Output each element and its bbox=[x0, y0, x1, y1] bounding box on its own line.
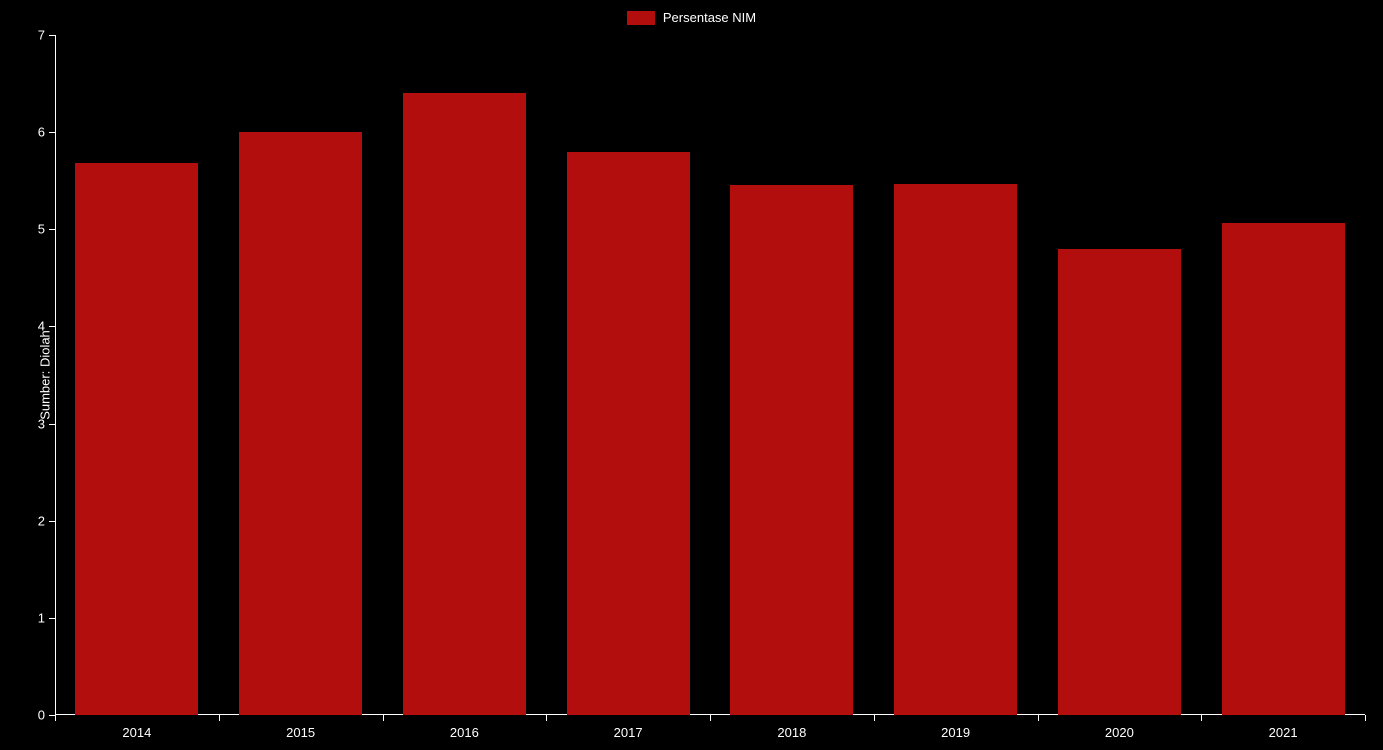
bar bbox=[403, 93, 526, 715]
bar bbox=[75, 163, 198, 715]
x-tick bbox=[1038, 715, 1039, 721]
x-tick bbox=[383, 715, 384, 721]
chart-container: Persentase NIM Sumber: Diolah 0123456720… bbox=[0, 0, 1383, 750]
x-tick-label: 2018 bbox=[777, 725, 806, 740]
legend-swatch bbox=[627, 11, 655, 25]
bar bbox=[567, 152, 690, 715]
y-tick-label: 4 bbox=[38, 319, 45, 334]
y-tick bbox=[49, 424, 55, 425]
bar bbox=[239, 132, 362, 715]
y-tick bbox=[49, 618, 55, 619]
y-tick-label: 0 bbox=[38, 708, 45, 723]
y-tick bbox=[49, 229, 55, 230]
x-tick bbox=[1365, 715, 1366, 721]
x-tick-label: 2014 bbox=[122, 725, 151, 740]
x-tick bbox=[874, 715, 875, 721]
y-tick bbox=[49, 132, 55, 133]
legend-label: Persentase NIM bbox=[663, 10, 756, 25]
x-tick-label: 2016 bbox=[450, 725, 479, 740]
y-tick-label: 5 bbox=[38, 222, 45, 237]
x-tick-label: 2019 bbox=[941, 725, 970, 740]
legend: Persentase NIM bbox=[0, 10, 1383, 25]
x-tick bbox=[219, 715, 220, 721]
x-tick-label: 2020 bbox=[1105, 725, 1134, 740]
x-tick-label: 2015 bbox=[286, 725, 315, 740]
y-tick-label: 6 bbox=[38, 125, 45, 140]
bar bbox=[894, 184, 1017, 715]
x-tick-label: 2017 bbox=[614, 725, 643, 740]
bar bbox=[1058, 249, 1181, 715]
y-tick-label: 7 bbox=[38, 28, 45, 43]
bar bbox=[1222, 223, 1345, 716]
y-axis-line bbox=[55, 35, 56, 715]
x-tick bbox=[710, 715, 711, 721]
x-tick bbox=[546, 715, 547, 721]
y-tick-label: 2 bbox=[38, 513, 45, 528]
x-tick-label: 2021 bbox=[1269, 725, 1298, 740]
x-tick bbox=[1201, 715, 1202, 721]
y-tick bbox=[49, 326, 55, 327]
x-tick bbox=[55, 715, 56, 721]
y-tick bbox=[49, 35, 55, 36]
plot-area: 0123456720142015201620172018201920202021 bbox=[55, 35, 1365, 715]
y-tick-label: 3 bbox=[38, 416, 45, 431]
bar bbox=[730, 185, 853, 715]
y-tick-label: 1 bbox=[38, 610, 45, 625]
y-tick bbox=[49, 521, 55, 522]
y-axis-label: Sumber: Diolah bbox=[37, 330, 52, 420]
